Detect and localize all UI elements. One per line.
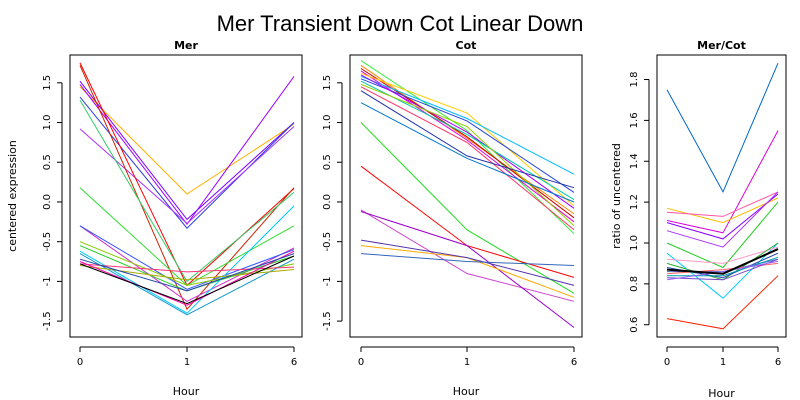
y-axis-label: centered expression [6, 140, 19, 252]
panel-title: Cot [456, 39, 477, 52]
series-line-14 [667, 256, 779, 277]
x-tick-label: 1 [464, 357, 470, 368]
series-line-6 [360, 75, 575, 175]
x-tick-label: 6 [571, 357, 577, 368]
y-tick-label: -1 [42, 276, 53, 286]
series-line-13 [666, 262, 779, 275]
x-tick-label: 1 [720, 357, 726, 368]
series-line-5 [360, 72, 575, 207]
series-line-17 [360, 211, 575, 328]
y-tick-label: 0.8 [629, 276, 640, 292]
y-axis-label: ratio of uncentered [610, 143, 623, 249]
series-line-20 [360, 253, 575, 266]
series-line-19 [79, 255, 295, 305]
series-line-18 [666, 275, 779, 330]
y-tick-label: -1.5 [42, 311, 53, 331]
series-line-9 [666, 246, 779, 264]
panel-title: Mer [174, 39, 198, 52]
series-line-12 [360, 102, 575, 203]
y-tick-label: 1.8 [629, 72, 640, 88]
series-line-14 [360, 122, 575, 294]
y-tick-label: 1.4 [629, 153, 640, 169]
panel-title: Mer/Cot [697, 39, 746, 52]
series-line-6 [79, 62, 295, 287]
series-line-13 [360, 90, 575, 189]
series-line-4 [666, 191, 779, 217]
series-line-6 [666, 191, 779, 248]
series-line-7 [666, 201, 779, 269]
y-tick-label: 1.5 [322, 75, 333, 91]
series-line-3 [360, 68, 575, 219]
series-line-15 [666, 258, 779, 281]
panel-2: Cot 0 1 6 -1.5 -1 -0.5 0.0 0.5 1.0 1.5 Hour [322, 39, 583, 398]
series-line-1 [360, 60, 575, 235]
figure-title: Mer Transient Down Cot Linear Down [217, 11, 584, 36]
y-tick-label: -0.5 [322, 232, 333, 252]
x-tick-label: 0 [664, 357, 670, 368]
series-line-8 [360, 74, 575, 209]
series-line-16 [666, 260, 779, 281]
y-tick-label: 1.0 [42, 115, 53, 131]
series-line-18 [360, 245, 575, 298]
y-tick-label: -0.5 [42, 232, 53, 252]
plot-frame [656, 54, 787, 338]
x-tick-label: 6 [291, 357, 297, 368]
y-tick-label: 1.5 [42, 75, 53, 91]
series-line-4 [79, 76, 295, 226]
y-tick-label: -1.5 [322, 311, 333, 331]
series-line-17 [666, 248, 779, 275]
series-line-19 [360, 239, 575, 286]
series-line-8 [79, 100, 295, 283]
plot-frame [69, 54, 303, 338]
x-tick-label: 1 [184, 357, 190, 368]
series-line-4 [360, 70, 575, 223]
y-tick-label: 1.0 [322, 115, 333, 131]
y-tick-label: 0.6 [629, 317, 640, 333]
series-line-2 [79, 80, 295, 221]
x-tick-label: 0 [358, 357, 364, 368]
x-axis-label: Hour [173, 385, 200, 398]
x-axis-label: Hour [453, 385, 480, 398]
series-line-3 [79, 96, 295, 229]
panel-3: Mer/Cot 0 1 6 0.6 0.8 1.0 1.2 1.4 1.6 1.8 Hour ratio… [610, 39, 787, 400]
series-line-1 [666, 63, 779, 194]
y-tick-label: 1.0 [629, 235, 640, 251]
series-line-7 [360, 78, 575, 193]
y-tick-label: 0.0 [42, 194, 53, 210]
y-tick-label: -1 [322, 276, 333, 286]
x-tick-label: 0 [77, 357, 83, 368]
y-tick-label: 0.0 [322, 194, 333, 210]
panel-1: Mer 0 1 6 -1.5 -1 -0.5 0.0 0.5 1.0 1.5 Hour centered… [6, 39, 303, 398]
series-line-7 [79, 65, 295, 311]
series-line-15 [79, 253, 295, 316]
x-tick-label: 6 [775, 357, 781, 368]
series-line-11 [360, 86, 575, 231]
series-line-1 [79, 86, 295, 195]
series-line-12 [79, 241, 295, 286]
x-axis-label: Hour [708, 387, 735, 400]
series-line-2 [666, 130, 779, 234]
series-line-5 [666, 193, 779, 240]
series-line-18 [79, 250, 295, 306]
y-tick-label: 0.5 [322, 154, 333, 170]
series-line-3 [666, 197, 779, 224]
series-line-11 [79, 225, 295, 290]
y-tick-label: 1.6 [629, 112, 640, 128]
series-line-20 [79, 253, 295, 292]
y-tick-label: 0.5 [42, 154, 53, 170]
plot-frame [349, 54, 583, 338]
y-tick-label: 1.2 [629, 194, 640, 210]
series-line-5 [79, 126, 295, 225]
series-line-16 [360, 209, 575, 302]
series-line-2 [360, 64, 575, 215]
panels: Mer 0 1 6 -1.5 -1 -0.5 0.0 0.5 1.0 1.5 Hour centered… [6, 39, 787, 400]
series-line-10 [360, 83, 575, 227]
series-line-14 [79, 205, 295, 314]
series-line-10 [79, 225, 295, 302]
